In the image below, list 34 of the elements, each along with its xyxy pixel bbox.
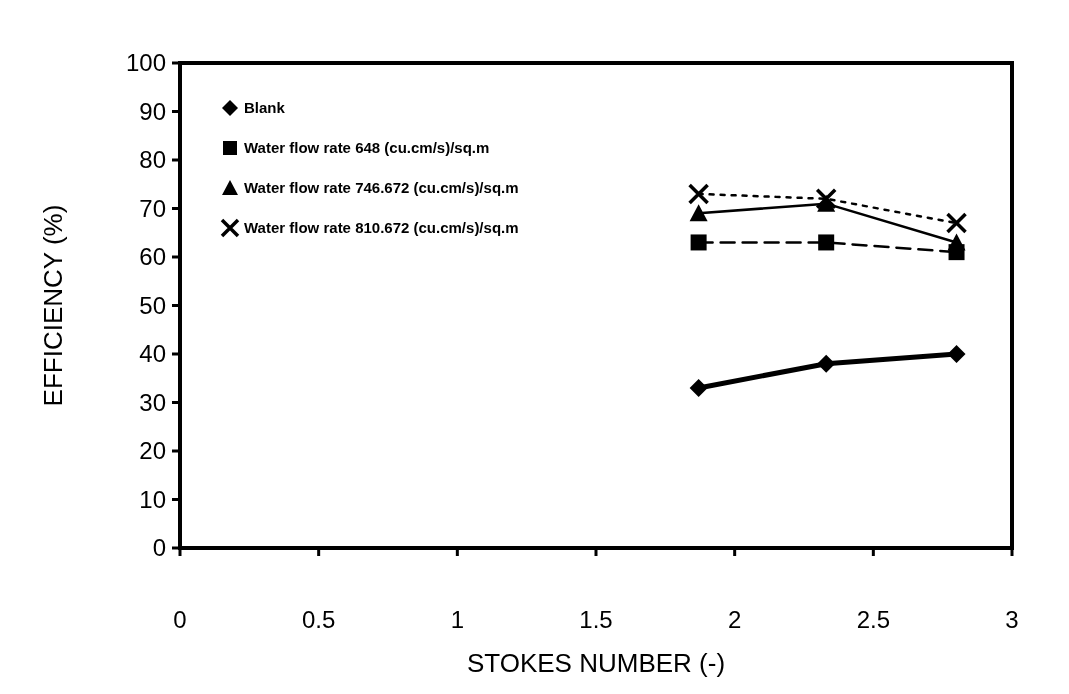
x-tick-label: 1: [450, 606, 465, 633]
point: [689, 378, 708, 397]
x-tick-label: 1.5: [579, 606, 613, 633]
point: [689, 204, 708, 222]
point: [815, 188, 837, 210]
point: [945, 212, 968, 234]
x-tick-label: 2: [727, 606, 742, 633]
y-tick-label: 0: [152, 534, 166, 562]
point: [947, 233, 966, 251]
x-tick-label: 0.5: [301, 606, 336, 633]
y-tick-label: 10: [139, 485, 166, 513]
y-tick-label: 50: [139, 291, 166, 319]
y-tick-label: 60: [139, 243, 166, 271]
x-axis-title: STOKES NUMBER (-): [466, 648, 726, 678]
y-tick-label: 40: [139, 340, 166, 368]
legend-label: Water flow rate 648 (cu.cm/s)/sq.m: [244, 139, 490, 157]
point: [687, 183, 710, 205]
legend-label: Blank: [244, 99, 286, 117]
y-tick-label: 30: [139, 388, 166, 416]
y-tick-label: 80: [139, 146, 166, 174]
legend-label: Water flow rate 810.672 (cu.cm/s)/sq.m: [244, 219, 519, 237]
point: [818, 234, 835, 251]
point: [690, 234, 707, 251]
x-tick-label: 2.5: [856, 606, 891, 633]
y-tick-label: 90: [139, 97, 166, 125]
y-tick-label: 70: [139, 194, 166, 222]
x-tick-label: 3: [1005, 606, 1019, 633]
y-axis-title: EFFICIENCY (%): [38, 204, 68, 407]
y-tick-label: 100: [125, 49, 166, 77]
legend-label: Water flow rate 746.672 (cu.cm/s)/sq.m: [244, 179, 519, 197]
y-tick-label: 20: [139, 437, 166, 465]
x-tick-label: 0: [173, 606, 187, 633]
point: [817, 354, 836, 373]
point: [947, 345, 966, 363]
